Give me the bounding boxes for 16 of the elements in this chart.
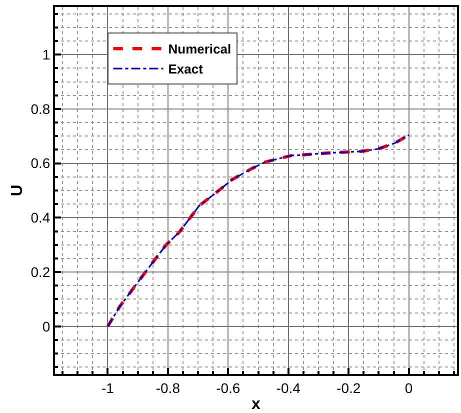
x-axis-title: x bbox=[252, 396, 261, 413]
legend-label: Exact bbox=[168, 62, 204, 77]
x-tick-label: 0 bbox=[404, 380, 413, 396]
legend-label: Numerical bbox=[168, 42, 232, 57]
x-tick-label: -1 bbox=[101, 380, 114, 396]
x-tick-label: -0.2 bbox=[336, 380, 361, 396]
y-tick-label: 0.2 bbox=[30, 264, 50, 280]
y-tick-label: 1 bbox=[42, 46, 50, 62]
x-tick-label: -0.8 bbox=[156, 380, 180, 396]
y-axis-title: U bbox=[9, 184, 26, 196]
y-tick-label: 0.6 bbox=[30, 155, 50, 172]
x-tick-label: -0.6 bbox=[216, 380, 240, 396]
y-tick-label: 0.4 bbox=[30, 210, 50, 226]
y-tick-label: 0 bbox=[42, 318, 50, 334]
x-tick-label: -0.4 bbox=[276, 380, 301, 396]
y-tick-label: 0.8 bbox=[30, 100, 50, 117]
